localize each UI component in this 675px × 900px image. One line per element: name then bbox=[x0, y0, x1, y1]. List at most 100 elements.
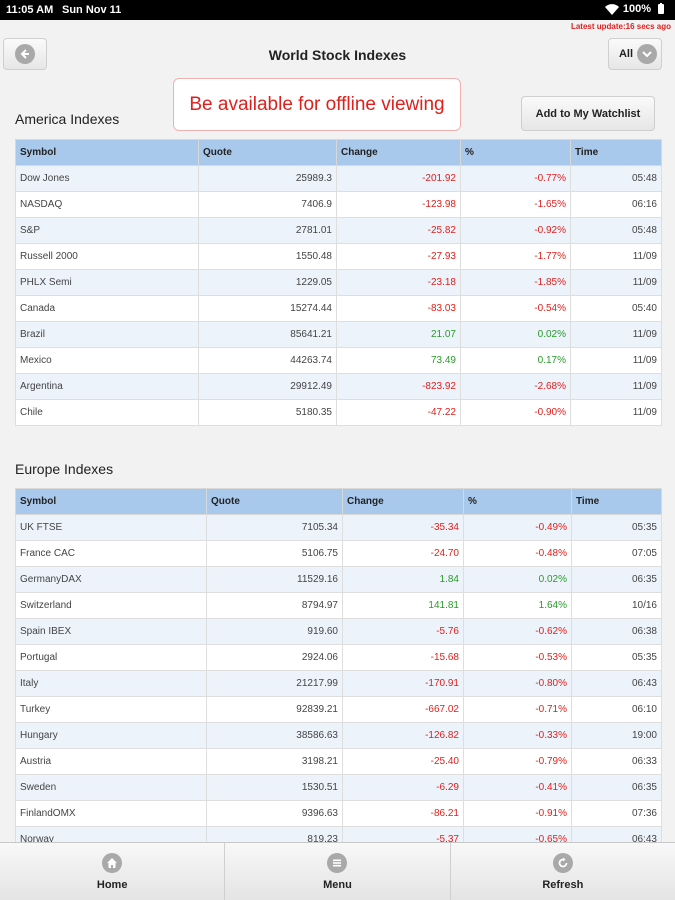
table-row[interactable]: GermanyDAX 11529.16 1.84 0.02% 06:35 bbox=[15, 566, 662, 593]
table-row[interactable]: Mexico 44263.74 73.49 0.17% 11/09 bbox=[15, 347, 662, 374]
cell-pct: -0.49% bbox=[463, 514, 572, 541]
cell-pct: -0.77% bbox=[460, 165, 571, 192]
menu-icon bbox=[327, 852, 348, 873]
header-bar: World Stock Indexes All bbox=[0, 33, 675, 77]
table-row[interactable]: Austria 3198.21 -25.40 -0.79% 06:33 bbox=[15, 748, 662, 775]
table-row[interactable]: France CAC 5106.75 -24.70 -0.48% 07:05 bbox=[15, 540, 662, 567]
cell-change: -15.68 bbox=[342, 644, 464, 671]
cell-time: 07:36 bbox=[571, 800, 662, 827]
table-row[interactable]: FinlandOMX 9396.63 -86.21 -0.91% 07:36 bbox=[15, 800, 662, 827]
cell-change: -24.70 bbox=[342, 540, 464, 567]
nav-home-label: Home bbox=[96, 878, 128, 891]
column-header-symbol: Symbol bbox=[15, 488, 207, 515]
cell-quote: 7406.9 bbox=[198, 191, 337, 218]
table-row[interactable]: Italy 21217.99 -170.91 -0.80% 06:43 bbox=[15, 670, 662, 697]
cell-pct: -0.54% bbox=[460, 295, 571, 322]
cell-quote: 2781.01 bbox=[198, 217, 337, 244]
table-row[interactable]: Sweden 1530.51 -6.29 -0.41% 06:35 bbox=[15, 774, 662, 801]
cell-time: 05:48 bbox=[570, 217, 662, 244]
table-row[interactable]: S&P 2781.01 -25.82 -0.92% 05:48 bbox=[15, 217, 662, 244]
table-row[interactable]: UK FTSE 7105.34 -35.34 -0.49% 05:35 bbox=[15, 514, 662, 541]
nav-refresh[interactable]: Refresh bbox=[451, 843, 675, 900]
cell-time: 06:10 bbox=[571, 696, 662, 723]
column-header-quote: Quote bbox=[198, 139, 337, 166]
cell-quote: 92839.21 bbox=[206, 696, 343, 723]
cell-pct: -0.33% bbox=[463, 722, 572, 749]
cell-change: -25.40 bbox=[342, 748, 464, 775]
all-filter-button[interactable]: All bbox=[608, 38, 662, 70]
status-bar: 11:05 AM Sun Nov 11 100% bbox=[0, 0, 675, 20]
table-row[interactable]: Argentina 29912.49 -823.92 -2.68% 11/09 bbox=[15, 373, 662, 400]
cell-symbol: GermanyDAX bbox=[15, 566, 207, 593]
cell-symbol: NASDAQ bbox=[15, 191, 199, 218]
cell-change: -35.34 bbox=[342, 514, 464, 541]
table-row[interactable]: Portugal 2924.06 -15.68 -0.53% 05:35 bbox=[15, 644, 662, 671]
offline-banner[interactable]: Be available for offline viewing bbox=[173, 78, 461, 131]
column-header-pct: % bbox=[460, 139, 571, 166]
chevron-down-circle-icon bbox=[637, 44, 657, 64]
europe-indexes-table: Symbol Quote Change% Time UK FTSE 7105.34 -35… bbox=[15, 488, 662, 853]
cell-symbol: Brazil bbox=[15, 321, 199, 348]
cell-change: -25.82 bbox=[336, 217, 461, 244]
cell-time: 11/09 bbox=[570, 243, 662, 270]
cell-time: 11/09 bbox=[570, 347, 662, 374]
cell-change: 1.84 bbox=[342, 566, 464, 593]
cell-quote: 1550.48 bbox=[198, 243, 337, 270]
back-button[interactable] bbox=[3, 38, 47, 70]
table-row[interactable]: PHLX Semi 1229.05 -23.18 -1.85% 11/09 bbox=[15, 269, 662, 296]
cell-time: 06:35 bbox=[571, 774, 662, 801]
cell-pct: -0.71% bbox=[463, 696, 572, 723]
table-row[interactable]: Chile 5180.35 -47.22 -0.90% 11/09 bbox=[15, 399, 662, 426]
column-header-time: Time bbox=[570, 139, 662, 166]
battery-percent: 100% bbox=[622, 3, 651, 15]
cell-symbol: Canada bbox=[15, 295, 199, 322]
nav-home[interactable]: Home bbox=[0, 843, 226, 900]
cell-quote: 38586.63 bbox=[206, 722, 343, 749]
refresh-icon bbox=[552, 852, 573, 873]
cell-time: 11/09 bbox=[570, 399, 662, 426]
cell-symbol: Hungary bbox=[15, 722, 207, 749]
cell-symbol: Portugal bbox=[15, 644, 207, 671]
table-row[interactable]: Hungary 38586.63 -126.82 -0.33% 19:00 bbox=[15, 722, 662, 749]
table-row[interactable]: NASDAQ 7406.9 -123.98 -1.65% 06:16 bbox=[15, 191, 662, 218]
cell-pct: 0.02% bbox=[460, 321, 571, 348]
table-row[interactable]: Switzerland 8794.97 141.81 1.64% 10/16 bbox=[15, 592, 662, 619]
cell-symbol: Dow Jones bbox=[15, 165, 199, 192]
cell-quote: 9396.63 bbox=[206, 800, 343, 827]
cell-change: -47.22 bbox=[336, 399, 461, 426]
table-row[interactable]: Turkey 92839.21 -667.02 -0.71% 06:10 bbox=[15, 696, 662, 723]
cell-symbol: Spain IBEX bbox=[15, 618, 207, 645]
cell-change: -23.18 bbox=[336, 269, 461, 296]
cell-quote: 919.60 bbox=[206, 618, 343, 645]
table-row[interactable]: Russell 2000 1550.48 -27.93 -1.77% 11/09 bbox=[15, 243, 662, 270]
nav-refresh-label: Refresh bbox=[542, 878, 584, 891]
europe-section-title: Europe Indexes bbox=[15, 461, 114, 477]
cell-change: -823.92 bbox=[336, 373, 461, 400]
cell-symbol: S&P bbox=[15, 217, 199, 244]
cell-symbol: Switzerland bbox=[15, 592, 207, 619]
table-row[interactable]: Brazil 85641.21 21.07 0.02% 11/09 bbox=[15, 321, 662, 348]
cell-symbol: Russell 2000 bbox=[15, 243, 199, 270]
bottom-nav: Home Menu Refresh bbox=[0, 842, 675, 900]
cell-symbol: Sweden bbox=[15, 774, 207, 801]
table-row[interactable]: Canada 15274.44 -83.03 -0.54% 05:40 bbox=[15, 295, 662, 322]
cell-time: 07:05 bbox=[571, 540, 662, 567]
table-row[interactable]: Dow Jones 25989.3 -201.92 -0.77% 05:48 bbox=[15, 165, 662, 192]
add-to-watchlist-button[interactable]: Add to My Watchlist bbox=[521, 96, 655, 131]
cell-pct: -0.91% bbox=[463, 800, 572, 827]
cell-change: -6.29 bbox=[342, 774, 464, 801]
cell-time: 06:35 bbox=[571, 566, 662, 593]
cell-pct: -0.48% bbox=[463, 540, 572, 567]
nav-menu[interactable]: Menu bbox=[225, 843, 451, 900]
column-header-pct: % bbox=[463, 488, 572, 515]
table-row[interactable]: Spain IBEX 919.60 -5.76 -0.62% 06:38 bbox=[15, 618, 662, 645]
cell-pct: -1.85% bbox=[460, 269, 571, 296]
home-icon bbox=[102, 852, 123, 873]
cell-quote: 1229.05 bbox=[198, 269, 337, 296]
cell-change: 73.49 bbox=[336, 347, 461, 374]
cell-symbol: Argentina bbox=[15, 373, 199, 400]
arrow-left-circle-icon bbox=[15, 44, 35, 64]
last-update-text: Latest update:16 secs ago bbox=[570, 22, 671, 31]
cell-quote: 7105.34 bbox=[206, 514, 343, 541]
cell-pct: 1.64% bbox=[463, 592, 572, 619]
